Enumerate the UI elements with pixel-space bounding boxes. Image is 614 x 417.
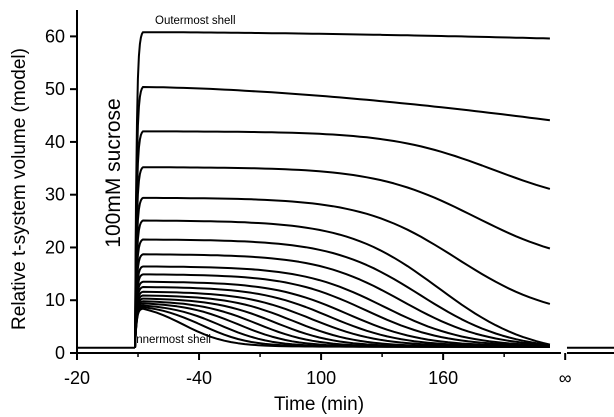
y-tick-label: 30 [45, 185, 65, 205]
shell-curve [134, 253, 550, 348]
y-axis-title: Relative t-system volume (model) [9, 48, 30, 330]
shell-curve [134, 196, 551, 348]
x-tick-label: -20 [64, 368, 90, 388]
shell-curve [134, 219, 551, 348]
shell-curve [134, 86, 551, 348]
shell-curve [134, 280, 550, 348]
axes: 0 10 20 30 40 50 60 -20 -40 100 160 ∞ [45, 10, 614, 388]
shell-curve [134, 238, 551, 348]
shell-curve [134, 130, 551, 348]
y-tick-label: 60 [45, 26, 65, 46]
shell-curve [134, 265, 550, 348]
labels: Time (min) Relative t-system volume (mod… [9, 15, 364, 415]
y-tick-label: 20 [45, 237, 65, 257]
x-tick-label: ∞ [559, 368, 572, 388]
innermost-shell-label: Innermost shell [133, 334, 211, 346]
y-tick-label: 10 [45, 290, 65, 310]
outermost-shell-label: Outermost shell [155, 15, 236, 27]
x-tick-label: -40 [186, 368, 212, 388]
y-tick-label: 40 [45, 132, 65, 152]
sucrose-label: 100mM sucrose [102, 98, 125, 247]
shell-curve [134, 166, 551, 348]
y-tick-label: 0 [55, 343, 65, 363]
shell-curve [134, 31, 550, 348]
shell-curve [134, 273, 550, 348]
shell-curve [134, 307, 550, 348]
x-tick-label: 100 [306, 368, 336, 388]
y-tick-label: 50 [45, 79, 65, 99]
x-axis-title: Time (min) [274, 394, 364, 415]
series-group [77, 31, 614, 349]
x-tick-label: 160 [428, 368, 458, 388]
